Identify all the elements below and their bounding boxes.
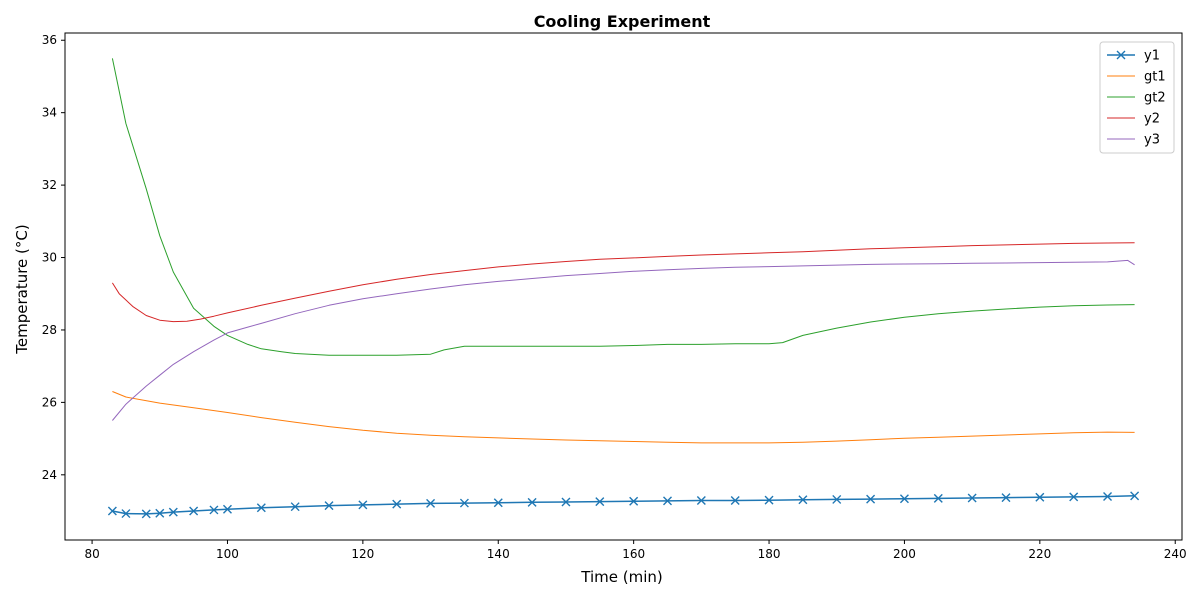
legend-label-gt1: gt1 <box>1144 70 1166 85</box>
series-line-gt1 <box>112 391 1135 444</box>
data-point-y1 <box>1130 491 1140 501</box>
data-point-y1 <box>832 494 842 504</box>
data-point-y1 <box>459 498 469 508</box>
data-point-y1 <box>324 501 334 511</box>
data-point-y1 <box>141 509 151 519</box>
data-point-y1 <box>222 504 232 514</box>
data-point-y1 <box>121 509 131 519</box>
data-point-y1 <box>107 506 117 516</box>
data-point-y1 <box>209 505 219 515</box>
data-point-y1 <box>561 497 571 507</box>
data-point-y1 <box>663 496 672 506</box>
x-tick-label: 80 <box>84 547 99 561</box>
data-point-y1 <box>1103 492 1113 502</box>
chart-title: Cooling Experiment <box>534 12 711 31</box>
data-point-y1 <box>168 507 178 517</box>
data-point-y1 <box>933 493 943 503</box>
legend-box <box>1099 41 1175 154</box>
x-tick-label: 140 <box>487 547 510 561</box>
y-tick-label: 34 <box>42 106 57 120</box>
data-point-y1 <box>1035 492 1045 502</box>
x-tick-label: 160 <box>622 547 645 561</box>
data-point-y1 <box>629 496 639 506</box>
data-point-y1 <box>1001 493 1011 503</box>
series-line-gt2 <box>111 58 1135 356</box>
y-tick-label: 28 <box>42 323 57 337</box>
series-line-y3 <box>112 259 1135 421</box>
series-line-y1 <box>112 495 1135 515</box>
axis-ticks: 80 100 120 140 160 180 200 220 240 24 26 28 30 32 34 36 <box>42 33 1187 561</box>
series-line-y2 <box>111 242 1135 323</box>
legend: y1 gt1 gt2 y2 y3 <box>1099 41 1175 154</box>
legend-label-y1: y1 <box>1144 49 1160 64</box>
data-point-y1 <box>527 497 537 507</box>
x-tick-label: 220 <box>1028 547 1051 561</box>
data-point-y1 <box>256 503 266 513</box>
data-point-y1 <box>730 496 740 506</box>
data-point-y1 <box>358 500 368 510</box>
x-tick-label: 100 <box>216 547 239 561</box>
data-point-y1 <box>696 496 706 506</box>
legend-marker-y1 <box>1116 50 1126 60</box>
y-tick-label: 26 <box>42 395 57 409</box>
x-tick-label: 240 <box>1164 547 1187 561</box>
x-tick-label: 180 <box>758 547 781 561</box>
legend-label-y2: y2 <box>1144 112 1160 127</box>
data-point-y1 <box>392 499 402 509</box>
y-tick-label: 32 <box>42 178 57 192</box>
data-point-y1 <box>1069 492 1079 502</box>
data-point-y1 <box>798 495 808 505</box>
data-point-y1 <box>426 498 436 508</box>
data-point-y1 <box>155 508 165 518</box>
x-axis-title: Time (min) <box>580 568 662 586</box>
x-tick-label: 200 <box>893 547 916 561</box>
legend-label-gt2: gt2 <box>1144 91 1166 106</box>
data-point-y1 <box>290 502 300 512</box>
y-tick-label: 30 <box>42 251 57 265</box>
data-point-y1 <box>595 497 605 507</box>
data-point-y1 <box>189 506 199 516</box>
data-point-y1 <box>967 493 977 503</box>
series-layer <box>107 58 1140 519</box>
y-axis-title: Temperature (°C) <box>13 224 31 354</box>
data-point-y1 <box>764 495 774 505</box>
x-tick-label: 120 <box>351 547 374 561</box>
legend-label-y3: y3 <box>1144 133 1160 148</box>
plot-frame <box>64 32 1183 541</box>
data-point-y1 <box>899 494 909 504</box>
y-tick-label: 24 <box>42 468 57 482</box>
data-point-y1 <box>866 494 876 504</box>
data-point-y1 <box>493 498 503 508</box>
y-tick-label: 36 <box>42 33 57 47</box>
